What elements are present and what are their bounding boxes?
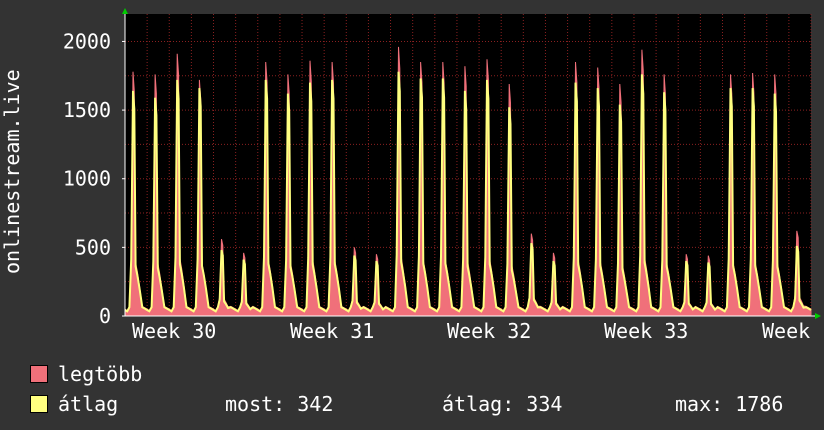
x-axis-ticks: Week 30 Week 31 Week 32 Week 33 Week [132,319,810,343]
x-tick-label: Week 33 [604,319,688,343]
y-tick-label: 500 [75,235,111,259]
stat-avg: átlag: 334 [442,392,563,416]
stat-now: most: 342 [225,392,334,416]
y-axis-arrow [122,8,128,14]
legend-avg-label: átlag [58,392,119,416]
series-layer [124,46,812,317]
x-tick-label: Week 32 [447,319,531,343]
x-tick-label: Week 31 [290,319,374,343]
axes [122,8,821,319]
y-axis-ticks: 0 500 1000 1500 2000 [63,29,125,328]
x-tick-label: Week 30 [132,319,216,343]
max-swatch [30,365,48,383]
y-tick-label: 1000 [63,167,111,191]
y-tick-label: 0 [99,304,111,328]
y-tick-label: 1500 [63,98,111,122]
series-avg-line [124,71,812,313]
grid-lines [124,14,812,316]
y-axis-label: onlinestream.live [0,69,24,274]
x-axis-arrow [815,313,821,319]
y-tick-label: 2000 [63,29,111,53]
x-tick-label: Week [762,319,810,343]
legend-max-label: legtöbb [58,362,143,386]
avg-swatch [30,395,48,413]
legend: legtöbb átlag most: 342 átlag: 334 max: … [0,360,824,430]
stat-max: max: 1786 [675,392,784,416]
